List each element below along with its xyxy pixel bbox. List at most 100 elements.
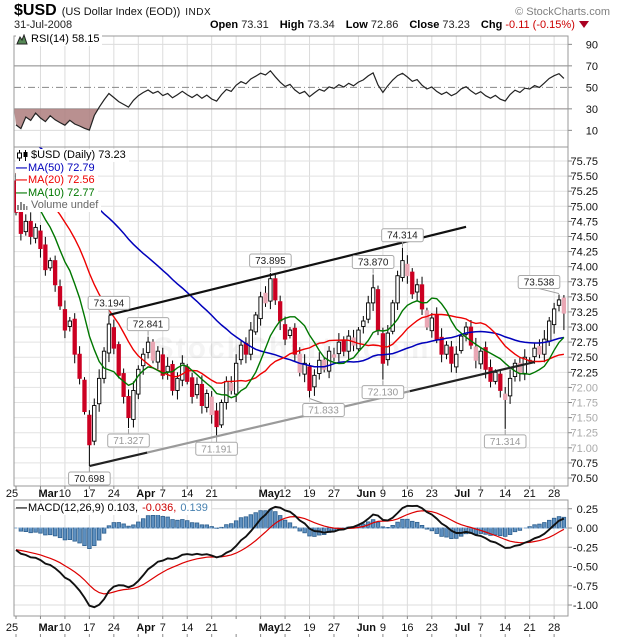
svg-text:71.314: 71.314 xyxy=(490,437,521,448)
open-value: Open 73.31 xyxy=(210,19,269,31)
svg-text:-1.00: -1.00 xyxy=(573,600,598,612)
svg-text:72.25: 72.25 xyxy=(570,367,598,379)
svg-text:14: 14 xyxy=(499,622,511,634)
svg-text:-0.25: -0.25 xyxy=(573,542,598,554)
svg-text:16: 16 xyxy=(401,622,413,634)
svg-text:28: 28 xyxy=(548,488,560,500)
svg-text:21: 21 xyxy=(524,488,536,500)
svg-text:19: 19 xyxy=(303,488,315,500)
quote-row: 31-Jul-2008 Open 73.31 High 73.34 Low 72… xyxy=(14,19,610,31)
rsi-legend: RSI(14) 58.15 xyxy=(16,33,103,48)
svg-text:23: 23 xyxy=(426,622,438,634)
macd-line-swatch: — xyxy=(16,502,27,514)
ma50-legend-label: MA(50) 72.79 xyxy=(28,161,95,174)
svg-text:Jun: Jun xyxy=(356,622,376,634)
macd-legend-value: MACD(12,26,9) 0.103, xyxy=(28,502,139,514)
svg-text:Apr: Apr xyxy=(136,488,156,500)
svg-text:Mar: Mar xyxy=(38,622,58,634)
copyright-label: © StockCharts.com xyxy=(515,6,610,18)
symbol-fullname: (US Dollar Index (EOD)) xyxy=(61,6,181,18)
svg-text:74.314: 74.314 xyxy=(387,231,418,242)
svg-text:70.50: 70.50 xyxy=(570,473,598,485)
svg-text:Mar: Mar xyxy=(38,488,58,500)
svg-text:25: 25 xyxy=(6,488,18,500)
svg-text:0.25: 0.25 xyxy=(577,504,598,516)
ma10-legend-label: MA(10) 72.77 xyxy=(28,186,95,199)
macd-signal-value: -0.036, xyxy=(142,502,177,514)
svg-text:72.75: 72.75 xyxy=(570,337,598,349)
svg-text:23: 23 xyxy=(426,488,438,500)
svg-text:-0.75: -0.75 xyxy=(573,581,598,593)
svg-text:73.00: 73.00 xyxy=(570,322,598,334)
volume-bars-icon xyxy=(17,201,28,210)
volume-legend-label: Volume undef xyxy=(31,199,99,211)
svg-text:10: 10 xyxy=(586,125,598,137)
macd-legend: — MACD(12,26,9) 0.103, -0.036, 0.139 xyxy=(16,502,211,515)
svg-text:10: 10 xyxy=(59,622,71,634)
svg-text:7: 7 xyxy=(160,622,166,634)
svg-text:71.00: 71.00 xyxy=(570,443,598,455)
low-value: Low 72.86 xyxy=(345,19,399,31)
svg-text:10: 10 xyxy=(59,488,71,500)
svg-text:12: 12 xyxy=(279,488,291,500)
svg-text:73.25: 73.25 xyxy=(570,307,598,319)
price-legend: $USD (Daily) 73.23 — MA(50) 72.79 — MA(20)… xyxy=(16,149,129,212)
svg-text:71.833: 71.833 xyxy=(308,406,339,417)
macd-hist-value: 0.139 xyxy=(180,502,208,514)
svg-text:72.130: 72.130 xyxy=(368,388,399,399)
close-value: Close 73.23 xyxy=(409,19,470,31)
svg-text:7: 7 xyxy=(160,488,166,500)
svg-text:74.00: 74.00 xyxy=(570,262,598,274)
svg-text:75.75: 75.75 xyxy=(570,156,598,168)
svg-text:27: 27 xyxy=(328,622,340,634)
svg-text:74.25: 74.25 xyxy=(570,247,598,259)
svg-text:May: May xyxy=(259,488,281,500)
svg-text:17: 17 xyxy=(83,488,95,500)
area-chart-icon xyxy=(16,33,28,45)
rsi-legend-label: RSI(14) 58.15 xyxy=(31,33,100,45)
svg-text:19: 19 xyxy=(303,622,315,634)
svg-text:21: 21 xyxy=(206,488,218,500)
svg-text:73.50: 73.50 xyxy=(570,292,598,304)
svg-text:70.75: 70.75 xyxy=(570,458,598,470)
svg-text:90: 90 xyxy=(586,39,598,51)
svg-text:9: 9 xyxy=(380,488,386,500)
svg-text:9: 9 xyxy=(380,622,386,634)
svg-text:71.191: 71.191 xyxy=(201,444,232,455)
svg-text:73.194: 73.194 xyxy=(94,298,125,309)
svg-text:74.75: 74.75 xyxy=(570,216,598,228)
svg-text:27: 27 xyxy=(328,488,340,500)
price-legend-title: $USD (Daily) 73.23 xyxy=(31,149,126,161)
svg-text:Jun: Jun xyxy=(356,488,376,500)
svg-text:70: 70 xyxy=(586,61,598,73)
candlestick-icon xyxy=(17,149,28,161)
svg-text:14: 14 xyxy=(181,622,193,634)
symbol-label: $USD xyxy=(14,2,57,19)
ma20-legend-label: MA(20) 72.56 xyxy=(28,174,95,186)
svg-text:50: 50 xyxy=(586,82,598,94)
chart-header: $USD (US Dollar Index (EOD)) INDX © Stoc… xyxy=(14,2,610,20)
exchange-label: INDX xyxy=(185,7,212,18)
svg-text:17: 17 xyxy=(83,622,95,634)
ma20-line-swatch: — xyxy=(16,174,27,186)
svg-text:30: 30 xyxy=(586,104,598,116)
svg-text:73.75: 73.75 xyxy=(570,277,598,289)
triangle-down-icon xyxy=(578,21,589,28)
svg-text:72.00: 72.00 xyxy=(570,382,598,394)
svg-text:14: 14 xyxy=(499,488,511,500)
svg-text:28: 28 xyxy=(548,622,560,634)
svg-text:21: 21 xyxy=(524,622,536,634)
svg-text:75.50: 75.50 xyxy=(570,171,598,183)
svg-text:Jul: Jul xyxy=(454,488,470,500)
svg-text:71.327: 71.327 xyxy=(113,436,144,447)
svg-text:75.00: 75.00 xyxy=(570,201,598,213)
svg-text:24: 24 xyxy=(108,622,120,634)
svg-text:72.841: 72.841 xyxy=(133,320,164,331)
svg-text:70.698: 70.698 xyxy=(74,474,105,485)
svg-text:75.25: 75.25 xyxy=(570,186,598,198)
svg-text:73.538: 73.538 xyxy=(524,278,555,289)
svg-text:71.50: 71.50 xyxy=(570,413,598,425)
change-value: Chg -0.11 (-0.15%) xyxy=(480,19,575,31)
